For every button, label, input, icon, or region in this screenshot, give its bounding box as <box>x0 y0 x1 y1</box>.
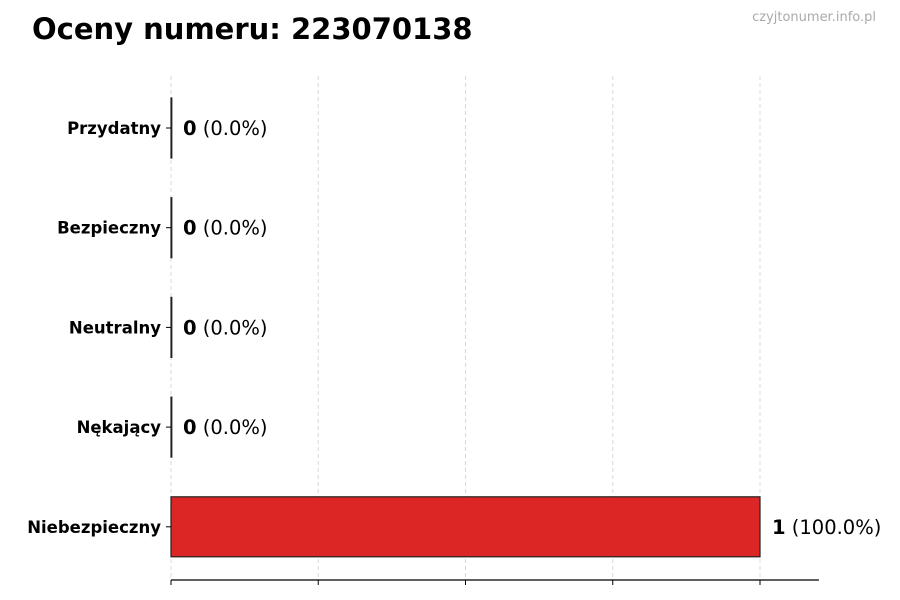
y-tick-label: Przydatny <box>67 119 161 138</box>
bar <box>170 296 173 358</box>
y-tick-label: Niebezpieczny <box>27 518 161 537</box>
y-tick-label: Neutralny <box>69 318 161 337</box>
data-label: 0 (0.0%) <box>183 217 268 240</box>
bar <box>170 97 173 159</box>
data-label: 0 (0.0%) <box>183 117 268 140</box>
watermark: czyjtonumer.info.pl <box>752 10 876 25</box>
data-label: 1 (100.0%) <box>772 516 881 539</box>
chart-title: Oceny numeru: 223070138 <box>32 12 473 46</box>
data-label: 0 (0.0%) <box>183 416 268 439</box>
bar <box>170 197 173 259</box>
y-tick-label: Bezpieczny <box>57 219 161 238</box>
data-label: 0 (0.0%) <box>183 316 268 339</box>
bar <box>170 396 173 458</box>
bar <box>170 496 761 558</box>
y-tick-label: Nękający <box>77 418 162 437</box>
